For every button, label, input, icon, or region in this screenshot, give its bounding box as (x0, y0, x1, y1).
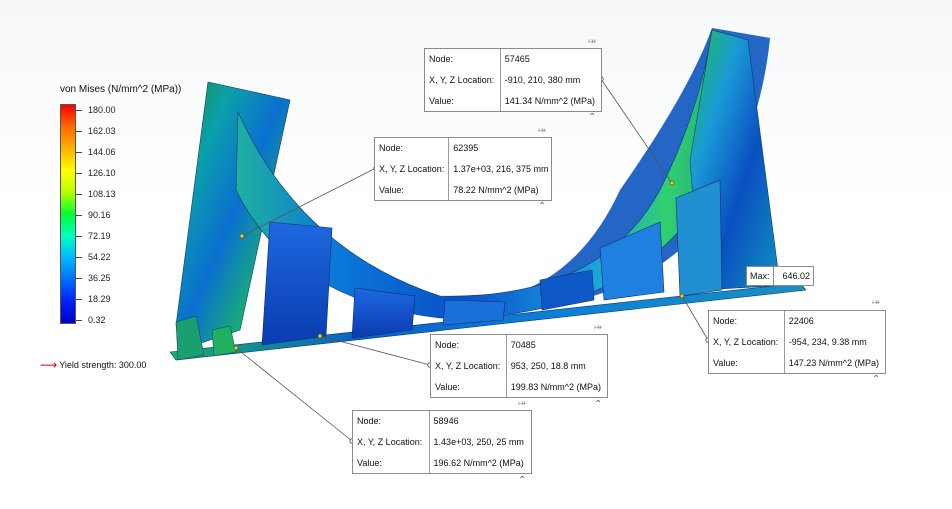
probe-value-row: Value: 147.23 N/mm^2 (MPa) (709, 352, 885, 373)
legend-value: 126.10 (88, 168, 116, 178)
probe-key: Node: (425, 49, 501, 70)
probe-key: X, Y, Z Location: (425, 69, 501, 91)
legend-tick (76, 131, 82, 132)
stress-legend: von Mises (N/mm^2 (MPa)) 180.00 162.03 1… (60, 84, 200, 344)
probe-location-row: X, Y, Z Location: 953, 250, 18.8 mm (431, 355, 607, 377)
pin-icon[interactable]: ⤅ (518, 398, 526, 409)
pin-icon[interactable]: ⤅ (872, 297, 880, 308)
probe-value-row: Value: 78.22 N/mm^2 (MPa) (375, 179, 553, 200)
probe-stress-value: 141.34 N/mm^2 (MPa) (504, 95, 595, 106)
legend-tick (76, 257, 82, 258)
probe-key: Node: (709, 311, 785, 332)
probe-key: Node: (353, 411, 430, 432)
probe-key: X, Y, Z Location: (709, 331, 785, 353)
probe-stress-value: 196.62 N/mm^2 (MPa) (433, 457, 524, 468)
arrow-right-icon: ⟶ (40, 358, 58, 372)
legend-value: 72.19 (88, 231, 111, 241)
probe-key: Value: (709, 352, 785, 373)
legend-tick (76, 152, 82, 153)
caret-up-icon[interactable]: ⌃ (538, 201, 547, 212)
legend-value: 108.13 (88, 189, 116, 199)
legend-value: 0.32 (88, 315, 106, 325)
probe-callout[interactable]: Node: 62395 X, Y, Z Location: 1.37e+03, 21… (374, 137, 552, 201)
probe-node-value: 62395 (453, 143, 479, 154)
legend-tick (76, 278, 82, 279)
caret-up-icon[interactable]: ⌃ (518, 475, 527, 486)
legend-value: 54.22 (88, 252, 111, 262)
legend-tick (76, 299, 82, 300)
max-stress-marker[interactable]: Max: 646.02 (746, 266, 815, 286)
caret-up-icon[interactable]: ⌃ (588, 112, 597, 123)
pin-icon[interactable]: ⤅ (588, 36, 596, 47)
probe-key: X, Y, Z Location: (431, 355, 507, 377)
probe-callout[interactable]: Node: 58946 X, Y, Z Location: 1.43e+03, 25… (352, 410, 532, 474)
probe-stress-value: 147.23 N/mm^2 (MPa) (788, 357, 879, 368)
legend-value: 144.06 (88, 147, 116, 157)
yield-strength-label: Yield strength: 300.00 (59, 360, 147, 370)
max-label: Max: (750, 271, 770, 281)
probe-key: Value: (353, 452, 430, 473)
legend-tick (76, 215, 82, 216)
probe-location-value: 953, 250, 18.8 mm (510, 360, 586, 371)
probe-location-value: -910, 210, 380 mm (504, 74, 581, 85)
probe-node-row: Node: 22406 (709, 311, 885, 332)
probe-callout[interactable]: Node: 57465 X, Y, Z Location: -910, 210, 3… (424, 48, 602, 112)
probe-node-value: 70485 (510, 340, 536, 351)
probe-location-value: 1.37e+03, 216, 375 mm (453, 163, 549, 174)
probe-key: X, Y, Z Location: (375, 158, 450, 180)
pin-icon[interactable]: ⤅ (594, 322, 602, 333)
caret-up-icon[interactable]: ⌃ (594, 399, 603, 410)
legend-value: 90.16 (88, 210, 111, 220)
probe-node-row: Node: 62395 (375, 138, 553, 159)
probe-stress-value: 199.83 N/mm^2 (MPa) (510, 381, 601, 392)
probe-callout[interactable]: Node: 70485 X, Y, Z Location: 953, 250, 18… (430, 334, 608, 398)
probe-location-row: X, Y, Z Location: -910, 210, 380 mm (425, 69, 601, 91)
pin-icon[interactable]: ⤅ (538, 125, 546, 136)
probe-value-row: Value: 141.34 N/mm^2 (MPa) (425, 90, 601, 111)
legend-value: 180.00 (88, 105, 116, 115)
probe-node-value: 58946 (433, 416, 459, 427)
legend-tick (76, 320, 82, 321)
legend-value: 162.03 (88, 126, 116, 136)
probe-node-row: Node: 57465 (425, 49, 601, 70)
legend-title: von Mises (N/mm^2 (MPa)) (60, 84, 182, 95)
probe-key: Value: (425, 90, 501, 111)
probe-location-row: X, Y, Z Location: 1.43e+03, 250, 25 mm (353, 431, 531, 453)
legend-color-bar (60, 104, 76, 324)
probe-callout[interactable]: Node: 22406 X, Y, Z Location: -954, 234, 9… (708, 310, 886, 374)
divider (772, 267, 780, 285)
probe-key: Node: (431, 335, 507, 356)
probe-key: Value: (375, 179, 450, 200)
legend-tick (76, 194, 82, 195)
probe-node-row: Node: 58946 (353, 411, 531, 432)
legend-tick (76, 173, 82, 174)
max-value: 646.02 (782, 271, 811, 281)
legend-tick (76, 236, 82, 237)
probe-value-row: Value: 196.62 N/mm^2 (MPa) (353, 452, 531, 473)
probe-location-value: 1.43e+03, 250, 25 mm (433, 436, 524, 447)
probe-node-value: 22406 (788, 316, 814, 327)
probe-key: X, Y, Z Location: (353, 431, 430, 453)
legend-value: 36.25 (88, 273, 111, 283)
legend-value: 18.29 (88, 294, 111, 304)
probe-stress-value: 78.22 N/mm^2 (MPa) (453, 184, 539, 195)
probe-location-row: X, Y, Z Location: -954, 234, 9.38 mm (709, 331, 885, 353)
yield-strength-indicator: ⟶ Yield strength: 300.00 (40, 357, 147, 372)
legend-tick (76, 110, 82, 111)
probe-node-value: 57465 (504, 54, 530, 65)
probe-key: Node: (375, 138, 450, 159)
probe-location-value: -954, 234, 9.38 mm (788, 336, 867, 347)
probe-location-row: X, Y, Z Location: 1.37e+03, 216, 375 mm (375, 158, 553, 180)
caret-up-icon[interactable]: ⌃ (872, 374, 881, 385)
probe-key: Value: (431, 376, 507, 397)
probe-node-row: Node: 70485 (431, 335, 607, 356)
probe-value-row: Value: 199.83 N/mm^2 (MPa) (431, 376, 607, 397)
